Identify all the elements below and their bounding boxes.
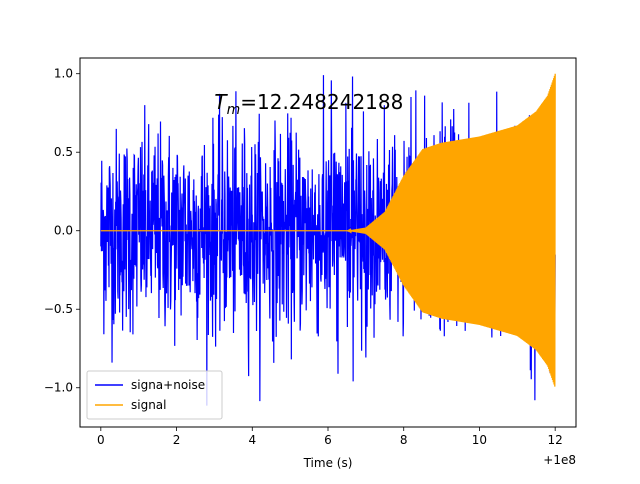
legend-box bbox=[86, 370, 223, 420]
series-signal-line bbox=[100, 73, 556, 387]
legend: signa+noise signal bbox=[86, 370, 223, 420]
x-tick-label: 4 bbox=[248, 433, 256, 447]
x-tick-label: 2 bbox=[173, 433, 181, 447]
y-tick-label: 0.0 bbox=[54, 224, 73, 238]
legend-label-signal: signal bbox=[131, 398, 167, 412]
y-axis: 1.0 0.5 0.0 −0.5 −1.0 bbox=[44, 67, 80, 395]
y-tick-label: −1.0 bbox=[44, 381, 73, 395]
annotation-symbol: T bbox=[214, 90, 228, 114]
x-axis-label: Time (s) bbox=[303, 456, 353, 470]
x-tick-label: 10 bbox=[472, 433, 487, 447]
x-tick-label: 8 bbox=[400, 433, 408, 447]
annotation-value: =12.248242188 bbox=[240, 90, 403, 114]
tm-annotation: Tm=12.248242188 bbox=[214, 90, 403, 118]
annotation-subscript: m bbox=[227, 102, 241, 118]
x-tick-label: 0 bbox=[97, 433, 105, 447]
x-axis: 0 2 4 6 8 10 12 bbox=[97, 427, 563, 447]
legend-label-signa-noise: signa+noise bbox=[131, 378, 205, 392]
x-tick-label: 6 bbox=[324, 433, 332, 447]
y-tick-label: 1.0 bbox=[54, 67, 73, 81]
x-tick-label: 12 bbox=[548, 433, 563, 447]
x-axis-offset-label: +1e8 bbox=[543, 453, 576, 467]
y-tick-label: −0.5 bbox=[44, 302, 73, 316]
y-tick-label: 0.5 bbox=[54, 145, 73, 159]
